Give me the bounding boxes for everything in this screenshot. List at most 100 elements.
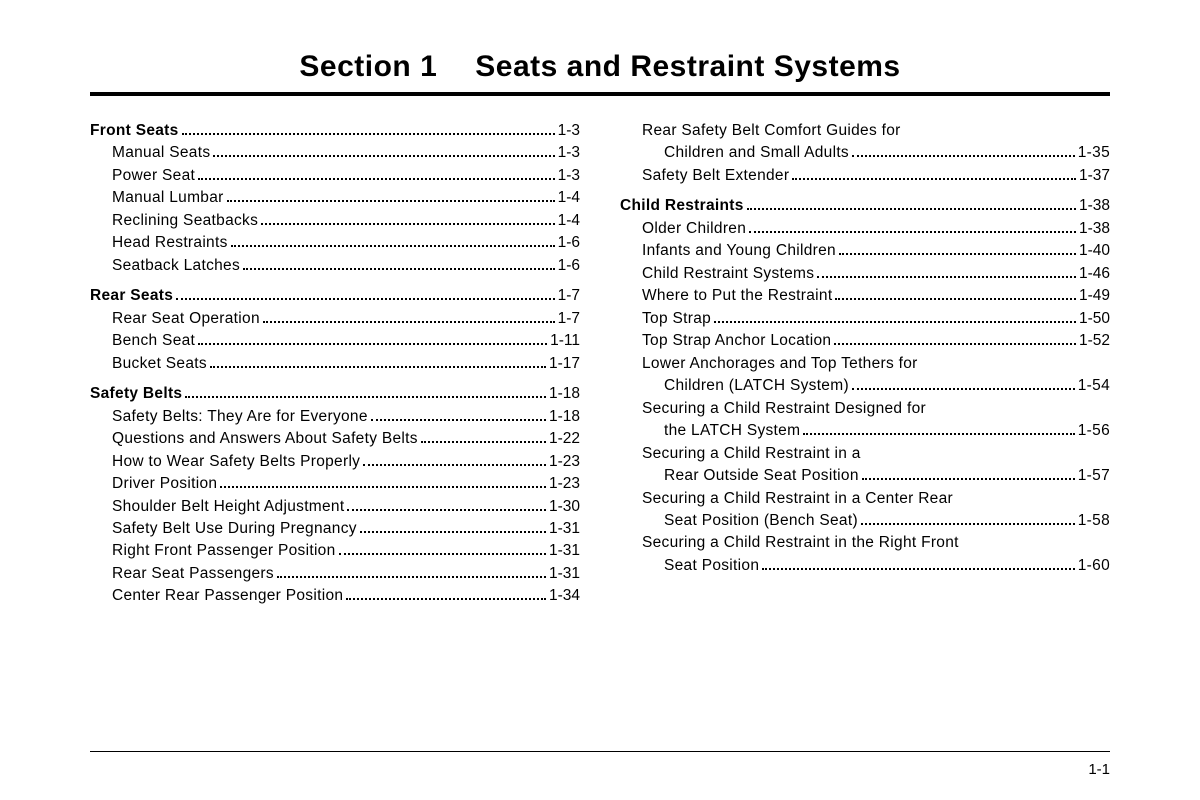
toc-item: Bucket Seats1-17	[90, 353, 580, 375]
toc-group: Child Restraints1-38Older Children1-38In…	[620, 195, 1110, 577]
toc-label: Manual Lumbar	[112, 187, 224, 209]
toc-heading: Front Seats1-3	[90, 120, 580, 142]
toc-label: Safety Belts	[90, 383, 182, 405]
toc-label: Manual Seats	[112, 142, 210, 164]
toc-label: Safety Belts: They Are for Everyone	[112, 406, 368, 428]
toc-item: Safety Belt Use During Pregnancy 1-31	[90, 518, 580, 540]
toc-leader	[803, 433, 1074, 435]
toc-leader	[371, 419, 546, 421]
toc-page: 1-4	[558, 187, 580, 209]
toc-item: Rear Safety Belt Comfort Guides forChild…	[620, 120, 1110, 165]
toc-page: 1-49	[1079, 285, 1110, 307]
toc-label: Top Strap	[642, 308, 711, 330]
toc-page: 1-4	[558, 210, 580, 232]
toc-columns: Front Seats1-3Manual Seats1-3Power Seat1…	[90, 120, 1110, 616]
toc-label: Safety Belt Use During Pregnancy	[112, 518, 357, 540]
toc-item: Child Restraint Systems 1-46	[620, 263, 1110, 285]
toc-label-line2: Seat Position	[664, 555, 759, 577]
section-name: Seats and Restraint Systems	[475, 50, 900, 83]
toc-item: Center Rear Passenger Position1-34	[90, 585, 580, 607]
toc-label: Top Strap Anchor Location	[642, 330, 831, 352]
page-number: 1-1	[1088, 761, 1110, 778]
toc-item: Driver Position1-23	[90, 473, 580, 495]
toc-leader	[792, 178, 1076, 180]
toc-label-line1: Securing a Child Restraint Designed for	[642, 398, 1110, 420]
toc-label-line2: Children (LATCH System)	[664, 375, 849, 397]
toc-page: 1-31	[549, 518, 580, 540]
toc-item: Manual Seats 1-3	[90, 142, 580, 164]
toc-page: 1-52	[1079, 330, 1110, 352]
toc-item: Bench Seat1-11	[90, 330, 580, 352]
toc-item: Shoulder Belt Height Adjustment1-30	[90, 496, 580, 518]
toc-leader	[817, 276, 1076, 278]
toc-item: Infants and Young Children1-40	[620, 240, 1110, 262]
toc-item: Securing a Child Restraint Designed fort…	[620, 398, 1110, 443]
toc-page: 1-57	[1078, 465, 1110, 487]
toc-label-line2: Seat Position (Bench Seat)	[664, 510, 858, 532]
toc-page: 1-3	[558, 142, 580, 164]
toc-page: 1-38	[1079, 218, 1110, 240]
toc-page: 1-31	[549, 540, 580, 562]
toc-page: 1-7	[558, 285, 580, 307]
toc-page: 1-46	[1079, 263, 1110, 285]
toc-page: 1-54	[1078, 375, 1110, 397]
toc-leader	[261, 223, 554, 225]
toc-leader	[198, 343, 547, 345]
toc-item: Questions and Answers About Safety Belts…	[90, 428, 580, 450]
toc-page: 1-50	[1079, 308, 1110, 330]
toc-page: 1-37	[1079, 165, 1110, 187]
toc-item: Reclining Seatbacks1-4	[90, 210, 580, 232]
toc-leader	[363, 464, 546, 466]
toc-label: Driver Position	[112, 473, 217, 495]
toc-leader	[714, 321, 1076, 323]
toc-label: Infants and Young Children	[642, 240, 836, 262]
toc-label-line1: Securing a Child Restraint in a	[642, 443, 1110, 465]
toc-label: Where to Put the Restraint	[642, 285, 832, 307]
toc-label-line2: Children and Small Adults	[664, 142, 849, 164]
toc-page: 1-17	[549, 353, 580, 375]
footer-rule	[90, 751, 1110, 752]
toc-leader	[182, 133, 555, 135]
toc-item: Where to Put the Restraint 1-49	[620, 285, 1110, 307]
toc-item: Lower Anchorages and Top Tethers forChil…	[620, 353, 1110, 398]
toc-leader	[762, 568, 1075, 570]
toc-leader	[421, 441, 546, 443]
toc-leader	[852, 388, 1075, 390]
toc-item: How to Wear Safety Belts Properly1-23	[90, 451, 580, 473]
toc-group: Front Seats1-3Manual Seats1-3Power Seat1…	[90, 120, 580, 277]
toc-page: 1-23	[549, 451, 580, 473]
section-number: Section 1	[299, 50, 437, 83]
toc-group: Safety Belts1-18Safety Belts: They Are f…	[90, 383, 580, 608]
toc-group: Rear Safety Belt Comfort Guides forChild…	[620, 120, 1110, 187]
toc-label-line1: Lower Anchorages and Top Tethers for	[642, 353, 1110, 375]
toc-item: Rear Seat Operation 1-7	[90, 308, 580, 330]
toc-label: Child Restraints	[620, 195, 744, 217]
toc-label: Rear Seat Operation	[112, 308, 260, 330]
toc-page: 1-30	[549, 496, 580, 518]
toc-item: Top Strap 1-50	[620, 308, 1110, 330]
toc-leader	[227, 200, 555, 202]
toc-item: Securing a Child Restraint in aRear Outs…	[620, 443, 1110, 488]
toc-item: Safety Belts: They Are for Everyone1-18	[90, 406, 580, 428]
toc-leader	[176, 298, 554, 300]
toc-label-line2: the LATCH System	[664, 420, 800, 442]
toc-leader	[220, 486, 546, 488]
toc-label: Seatback Latches	[112, 255, 240, 277]
toc-item: Right Front Passenger Position1-31	[90, 540, 580, 562]
toc-label: Questions and Answers About Safety Belts	[112, 428, 418, 450]
toc-item: Seatback Latches1-6	[90, 255, 580, 277]
toc-label: Child Restraint Systems	[642, 263, 814, 285]
toc-page: 1-3	[558, 120, 580, 142]
toc-page: 1-7	[558, 308, 580, 330]
toc-leader	[346, 598, 546, 600]
toc-label-line1: Rear Safety Belt Comfort Guides for	[642, 120, 1110, 142]
toc-label: Head Restraints	[112, 232, 228, 254]
toc-leader	[861, 523, 1075, 525]
toc-page: 1-3	[558, 165, 580, 187]
toc-page: 1-60	[1078, 555, 1110, 577]
toc-leader	[747, 208, 1076, 210]
toc-page: 1-56	[1078, 420, 1110, 442]
toc-item: Top Strap Anchor Location 1-52	[620, 330, 1110, 352]
toc-leader	[339, 553, 546, 555]
toc-page: 1-18	[549, 383, 580, 405]
